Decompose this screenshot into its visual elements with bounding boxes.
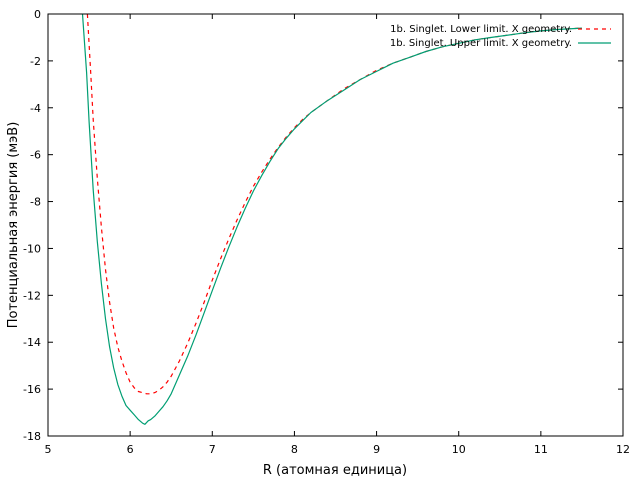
x-tick-label: 6 [127, 443, 134, 456]
y-tick-label: -4 [30, 102, 41, 115]
y-tick-label: -8 [30, 196, 41, 209]
y-tick-label: -6 [30, 149, 41, 162]
x-tick-label: 9 [373, 443, 380, 456]
y-tick-label: -14 [23, 336, 41, 349]
plot-frame [47, 13, 624, 437]
y-tick-label: -18 [23, 430, 41, 443]
series-line-2 [81, 14, 582, 425]
legend: 1b. Singlet. Lower limit. X geometry. 1b.… [390, 24, 611, 49]
ticks-layer: 5 6 7 8 9 10 11 12 0 -2 -4 -6 -8 -10 -12 -14 -16 -18 [23, 8, 630, 456]
x-axis-title: R (атомная единица) [263, 463, 407, 478]
x-tick-label: 10 [452, 443, 466, 456]
x-tick-label: 12 [616, 443, 630, 456]
legend-label-2: 1b. Singlet. Upper limit. X geometry. [390, 38, 572, 49]
x-tick-label: 5 [45, 443, 52, 456]
y-tick-label: -2 [30, 55, 41, 68]
y-tick-label: -16 [23, 383, 41, 396]
series-layer [81, 14, 582, 425]
y-tick-label: -12 [23, 289, 41, 302]
y-tick-label: 0 [34, 8, 41, 21]
x-tick-label: 8 [291, 443, 298, 456]
x-tick-label: 11 [534, 443, 548, 456]
series-line-1 [86, 14, 582, 395]
y-tick-label: -10 [23, 242, 41, 255]
legend-label-1: 1b. Singlet. Lower limit. X geometry. [390, 24, 572, 35]
x-tick-label: 7 [209, 443, 216, 456]
y-axis-title: Потенциальная энергия (мэВ) [6, 122, 21, 329]
